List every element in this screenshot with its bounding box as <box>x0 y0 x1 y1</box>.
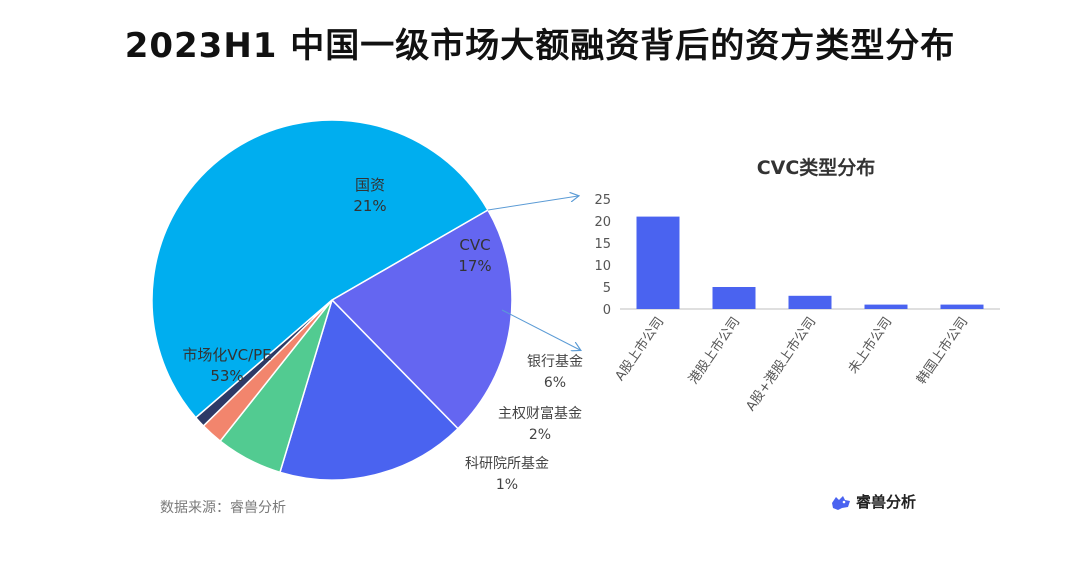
bar-1 <box>636 216 680 309</box>
pie-label-5: 科研院所基金 <box>465 455 549 472</box>
y-tick-5: 5 <box>603 281 611 296</box>
bar-5 <box>940 304 984 309</box>
pie-value-1: 21% <box>353 197 386 215</box>
pie-label-4: 主权财富基金 <box>498 405 582 422</box>
pie-slice-1 <box>330 208 513 430</box>
y-tick-20: 20 <box>594 215 611 230</box>
y-tick-10: 10 <box>594 259 611 274</box>
y-tick-15: 15 <box>594 237 611 252</box>
x-tick-5: 韩国上市公司 <box>913 314 971 387</box>
brand-logo: 睿兽分析 <box>830 491 916 512</box>
data-source-note: 数据来源：睿兽分析 <box>160 500 286 516</box>
pie-slice-2 <box>279 298 460 481</box>
x-tick-2: 港股上市公司 <box>685 314 743 387</box>
pie-chart <box>151 119 513 481</box>
y-tick-0: 0 <box>603 303 611 318</box>
pie-value-4: 2% <box>529 427 551 443</box>
x-tick-3: A股+港股上市公司 <box>743 314 820 414</box>
bar-3 <box>788 295 832 309</box>
pie-label-2: CVC <box>459 236 490 254</box>
pie-value-2: 17% <box>458 257 491 275</box>
y-tick-25: 25 <box>594 193 611 208</box>
pie-label-1: 国资 <box>355 176 385 194</box>
pie-label-3: 银行基金 <box>527 353 583 370</box>
pie-labels: 国资 21% CVC 17% 银行基金 6% 主权财富基金 2% 科研院所基金 1% 市场化VC/P… <box>182 176 583 493</box>
x-tick-4: 未上市公司 <box>845 314 895 376</box>
connector-bottom <box>501 309 580 350</box>
pie-label-6: 市场化VC/PE <box>182 346 271 364</box>
pie-slice-6 <box>151 119 489 419</box>
connector-top <box>487 196 578 211</box>
pie-value-3: 6% <box>544 375 566 391</box>
bar-chart-title: CVC类型分布 <box>757 156 876 179</box>
brand-animal-icon <box>832 495 850 510</box>
x-tick-1: A股上市公司 <box>612 314 667 384</box>
page-title: 2023H1 中国一级市场大额融资背后的资方类型分布 <box>124 26 956 66</box>
connector-arrows <box>487 196 580 350</box>
bar-4 <box>864 304 908 309</box>
bar-2 <box>712 287 756 309</box>
bar-chart: CVC类型分布 0 5 10 15 20 25 A股上市公司 港股上市公司 A股+港股上市公司 未上… <box>594 156 1000 414</box>
pie-value-6: 53% <box>210 367 243 385</box>
pie-value-5: 1% <box>496 477 518 493</box>
brand-name: 睿兽分析 <box>856 493 917 511</box>
